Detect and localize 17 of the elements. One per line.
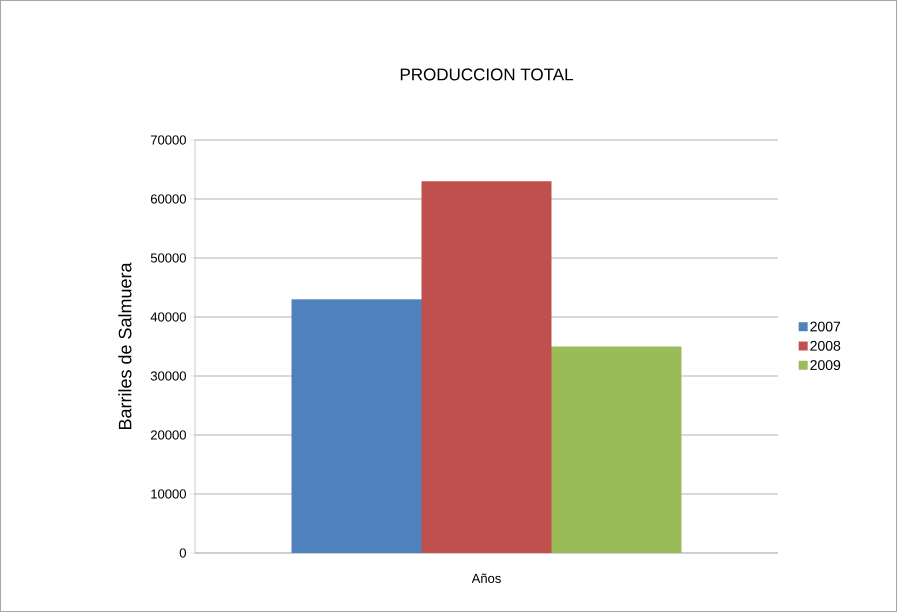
chart-title: PRODUCCION TOTAL <box>400 68 573 80</box>
bar <box>422 181 552 553</box>
y-tick-label: 20000 <box>150 430 186 440</box>
legend-label: 2009 <box>810 360 840 370</box>
y-tick-label: 70000 <box>150 135 186 145</box>
y-axis-title: Barriles de Salmuera <box>118 262 132 430</box>
y-tick-label: 50000 <box>150 253 186 263</box>
y-tick-label: 10000 <box>151 489 186 499</box>
legend-label: 2007 <box>810 322 840 332</box>
y-tick-label: 60000 <box>150 194 186 204</box>
y-tick-label: 40000 <box>150 312 186 322</box>
y-tick-label: 0 <box>180 548 186 558</box>
legend-label: 2008 <box>810 340 840 351</box>
bar <box>292 299 422 553</box>
x-tick-label: Años <box>472 574 501 583</box>
y-tick-label: 30000 <box>150 371 186 381</box>
bar <box>552 346 682 553</box>
